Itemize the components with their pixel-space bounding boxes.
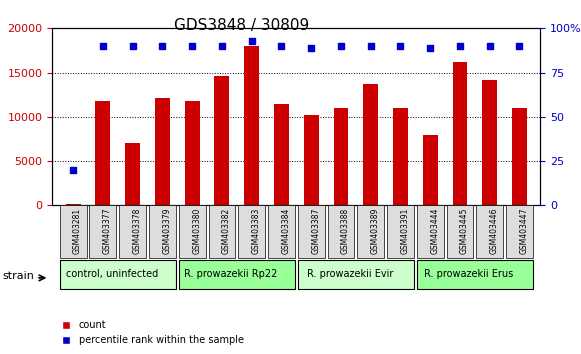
Text: GSM403382: GSM403382	[222, 208, 231, 254]
Point	[485, 43, 494, 49]
Text: GSM403389: GSM403389	[371, 208, 380, 255]
FancyBboxPatch shape	[119, 205, 146, 258]
Text: GSM403391: GSM403391	[400, 208, 410, 255]
Bar	[185, 101, 200, 205]
Text: GSM403387: GSM403387	[311, 208, 320, 255]
Bar	[393, 108, 408, 205]
Point	[98, 43, 107, 49]
Point	[277, 43, 286, 49]
Legend: count, percentile rank within the sample: count, percentile rank within the sample	[57, 316, 248, 349]
Point	[456, 43, 465, 49]
FancyBboxPatch shape	[149, 205, 176, 258]
Text: GSM403447: GSM403447	[519, 208, 529, 255]
Bar	[244, 46, 259, 205]
Text: GSM403446: GSM403446	[490, 208, 498, 255]
Text: control, uninfected: control, uninfected	[66, 269, 158, 279]
Point	[396, 43, 405, 49]
FancyBboxPatch shape	[60, 205, 87, 258]
Text: GSM403378: GSM403378	[132, 208, 142, 255]
Bar	[274, 104, 289, 205]
Bar	[423, 135, 437, 205]
Point	[425, 45, 435, 51]
Text: strain: strain	[3, 271, 35, 281]
Point	[158, 43, 167, 49]
Text: GSM403384: GSM403384	[281, 208, 290, 255]
Text: GSM403445: GSM403445	[460, 208, 469, 255]
Point	[69, 167, 78, 173]
FancyBboxPatch shape	[179, 205, 206, 258]
FancyBboxPatch shape	[238, 205, 265, 258]
FancyBboxPatch shape	[417, 260, 533, 289]
Bar	[155, 98, 170, 205]
FancyBboxPatch shape	[357, 205, 384, 258]
FancyBboxPatch shape	[179, 260, 295, 289]
Text: R. prowazekii Evir: R. prowazekii Evir	[307, 269, 393, 279]
Bar	[95, 101, 110, 205]
Text: GSM403444: GSM403444	[430, 208, 439, 255]
Text: GSM403379: GSM403379	[163, 208, 171, 255]
FancyBboxPatch shape	[506, 205, 533, 258]
Bar	[363, 84, 378, 205]
FancyBboxPatch shape	[60, 260, 176, 289]
Point	[128, 43, 137, 49]
Point	[515, 43, 524, 49]
FancyBboxPatch shape	[89, 205, 116, 258]
FancyBboxPatch shape	[447, 205, 474, 258]
FancyBboxPatch shape	[209, 205, 235, 258]
Point	[247, 38, 256, 44]
FancyBboxPatch shape	[268, 205, 295, 258]
Bar	[304, 115, 318, 205]
Point	[366, 43, 375, 49]
Text: GSM403380: GSM403380	[192, 208, 201, 255]
Point	[307, 45, 316, 51]
Bar	[453, 62, 468, 205]
FancyBboxPatch shape	[298, 205, 325, 258]
Bar	[214, 76, 229, 205]
Bar	[333, 108, 349, 205]
Bar	[512, 108, 527, 205]
FancyBboxPatch shape	[298, 260, 414, 289]
Text: R. prowazekii Erus: R. prowazekii Erus	[424, 269, 514, 279]
Text: GDS3848 / 30809: GDS3848 / 30809	[174, 18, 310, 33]
Text: GSM403388: GSM403388	[341, 208, 350, 254]
Text: R. prowazekii Rp22: R. prowazekii Rp22	[184, 269, 278, 279]
Text: GSM403281: GSM403281	[73, 208, 82, 254]
FancyBboxPatch shape	[328, 205, 354, 258]
Text: GSM403383: GSM403383	[252, 208, 261, 255]
FancyBboxPatch shape	[417, 205, 444, 258]
Point	[188, 43, 197, 49]
Bar	[482, 80, 497, 205]
Text: GSM403377: GSM403377	[103, 208, 112, 255]
Point	[217, 43, 227, 49]
Bar	[125, 143, 140, 205]
FancyBboxPatch shape	[387, 205, 414, 258]
FancyBboxPatch shape	[476, 205, 503, 258]
Point	[336, 43, 346, 49]
